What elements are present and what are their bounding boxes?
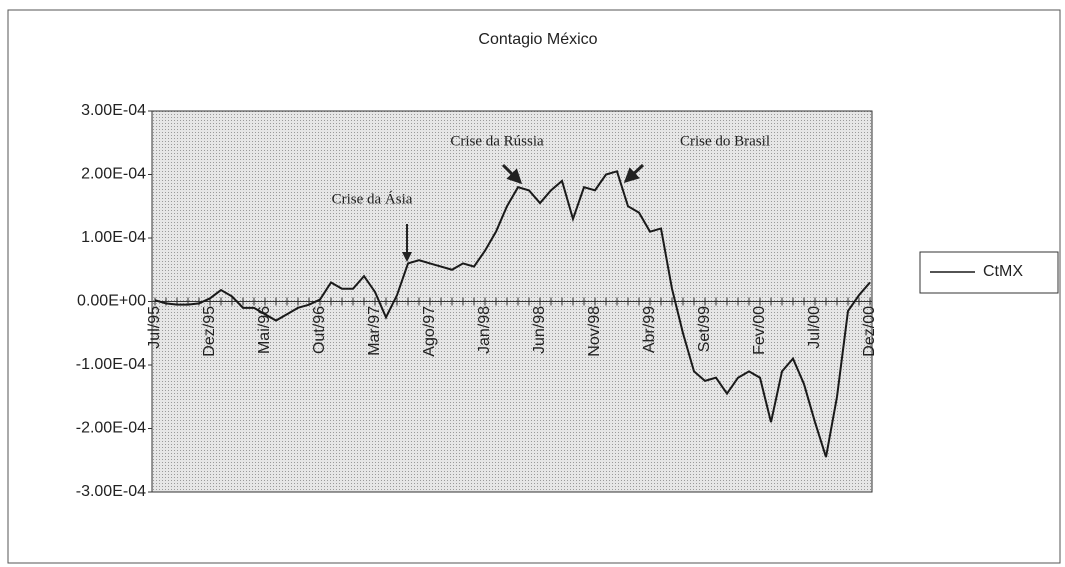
legend-label: CtMX [983, 263, 1023, 280]
x-tick-label: Fev/00 [751, 306, 768, 355]
annotations: Crise da Ásia Crise da Rússia Crise do B… [332, 133, 770, 262]
x-tick-label: Dez/00 [861, 306, 878, 357]
y-tick-label: -1.00E-04 [76, 356, 146, 373]
annotation: Crise do Brasil [680, 133, 770, 149]
x-tick-label: Set/99 [696, 306, 713, 352]
arrow [501, 163, 523, 185]
x-tick-label: Nov/98 [586, 306, 603, 357]
arrow [623, 163, 645, 184]
x-tick-label: Dez/95 [201, 306, 218, 357]
x-tick-label: Jun/98 [531, 306, 548, 354]
x-tick-label: Jan/98 [476, 306, 493, 354]
x-tick-label: Mai/96 [256, 306, 273, 354]
annotation: Crise da Rússia [450, 133, 544, 149]
x-tick-label: Mar/97 [366, 306, 383, 356]
y-tick-label: 1.00E-04 [81, 229, 146, 246]
x-tick-label: Jul/95 [146, 306, 163, 349]
x-tick-label: Abr/99 [641, 306, 658, 353]
x-tick-label: Out/96 [311, 306, 328, 354]
y-tick-label: 0.00E+00 [77, 293, 146, 310]
y-tick-label: 3.00E-04 [81, 102, 146, 119]
x-tick-label: Ago/97 [421, 306, 438, 357]
y-tick-label: -2.00E-04 [76, 420, 146, 437]
series-line [154, 170, 871, 458]
y-tick-label: -3.00E-04 [76, 483, 146, 500]
annotation: Crise da Ásia [332, 190, 413, 207]
y-tick-label: 2.00E-04 [81, 166, 146, 183]
x-tick-label: Jul/00 [806, 306, 823, 349]
chart-title: Contagio México [478, 31, 597, 48]
